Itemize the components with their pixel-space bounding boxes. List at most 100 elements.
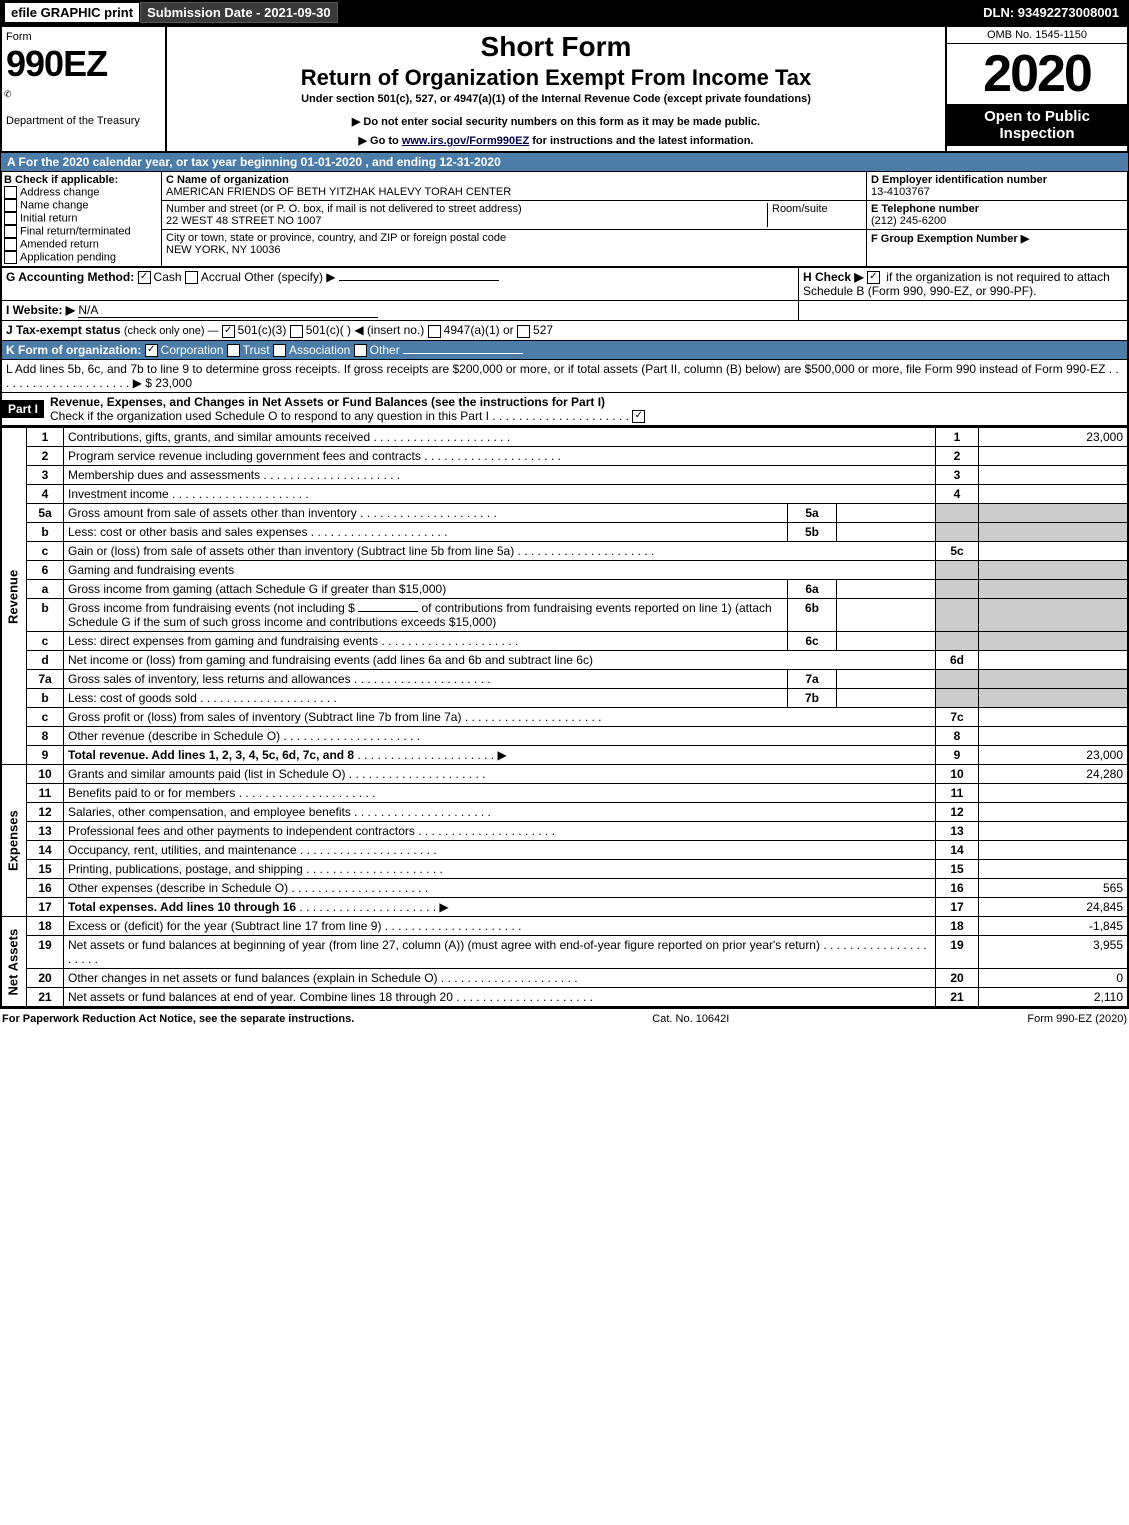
- opt-amended: Amended return: [20, 238, 99, 250]
- phone-value: (212) 245-6200: [871, 215, 1123, 227]
- opt-527: 527: [533, 323, 553, 337]
- line-6-desc: Gaming and fundraising events: [64, 561, 936, 580]
- chk-accrual[interactable]: [185, 271, 198, 284]
- title-short-form: Short Form: [171, 31, 941, 63]
- line-18-val: -1,845: [979, 917, 1129, 936]
- line-15-val: [979, 860, 1129, 879]
- line-9-desc: Total revenue. Add lines 1, 2, 3, 4, 5c,…: [68, 748, 354, 762]
- row-j: J Tax-exempt status (check only one) — ✓…: [0, 321, 1129, 340]
- opt-assoc: Association: [289, 343, 350, 357]
- dept-label: Department of the Treasury: [6, 115, 161, 127]
- part1-title: Revenue, Expenses, and Changes in Net As…: [50, 395, 1121, 409]
- opt-corp: Corporation: [161, 343, 224, 357]
- chk-assoc[interactable]: [273, 344, 286, 357]
- opt-other-org: Other: [370, 343, 400, 357]
- chk-name-change[interactable]: [4, 199, 17, 212]
- org-address: 22 WEST 48 STREET NO 1007: [166, 215, 767, 227]
- line-14-val: [979, 841, 1129, 860]
- chk-final-return[interactable]: [4, 225, 17, 238]
- line-8-desc: Other revenue (describe in Schedule O): [68, 729, 280, 743]
- line-1-desc: Contributions, gifts, grants, and simila…: [68, 430, 370, 444]
- goto-line: ▶ Go to www.irs.gov/Form990EZ for instru…: [171, 134, 941, 147]
- line-11-desc: Benefits paid to or for members: [68, 786, 235, 800]
- ssn-warning: ▶ Do not enter social security numbers o…: [171, 115, 941, 128]
- opt-4947: 4947(a)(1) or: [444, 323, 514, 337]
- opt-501c3: 501(c)(3): [238, 323, 287, 337]
- line-a: A For the 2020 calendar year, or tax yea…: [0, 153, 1129, 172]
- irs-link[interactable]: www.irs.gov/Form990EZ: [402, 135, 529, 147]
- efile-print-button[interactable]: efile GRAPHIC print: [4, 2, 140, 23]
- line-16-val: 565: [979, 879, 1129, 898]
- row-i: I Website: ▶ N/A: [0, 301, 1129, 321]
- line-3-desc: Membership dues and assessments: [68, 468, 260, 482]
- opt-address-change: Address change: [20, 186, 100, 198]
- line-20-val: 0: [979, 969, 1129, 988]
- chk-initial-return[interactable]: [4, 212, 17, 225]
- j-text: (check only one) —: [124, 325, 222, 337]
- chk-4947[interactable]: [428, 325, 441, 338]
- chk-527[interactable]: [517, 325, 530, 338]
- chk-trust[interactable]: [227, 344, 240, 357]
- section-def: D Employer identification number 13-4103…: [866, 172, 1127, 266]
- d-label: D Employer identification number: [871, 174, 1123, 186]
- line-21-val: 2,110: [979, 988, 1129, 1008]
- form-header: Form 990EZ ✆ Department of the Treasury …: [0, 25, 1129, 153]
- line-7c-num: 7c: [936, 708, 979, 727]
- part1-check-text: Check if the organization used Schedule …: [50, 409, 489, 423]
- line-2-val: [979, 447, 1129, 466]
- row-gh: G Accounting Method: ✓Cash Accrual Other…: [0, 268, 1129, 301]
- line-6b-sub: 6b: [788, 599, 837, 632]
- line-6d-val: [979, 651, 1129, 670]
- line-20-desc: Other changes in net assets or fund bala…: [68, 971, 438, 985]
- line-9-val: 23,000: [979, 746, 1129, 765]
- tax-year: 2020: [947, 44, 1127, 104]
- opt-other-method: Other (specify) ▶: [244, 270, 335, 284]
- line-7b-desc: Less: cost of goods sold: [68, 691, 197, 705]
- i-label: I Website: ▶: [6, 303, 75, 317]
- part1-header: Part I Revenue, Expenses, and Changes in…: [0, 393, 1129, 427]
- chk-amended[interactable]: [4, 238, 17, 251]
- line-10-desc: Grants and similar amounts paid (list in…: [68, 767, 345, 781]
- opt-name-change: Name change: [20, 199, 89, 211]
- line-7b-sub: 7b: [788, 689, 837, 708]
- ein-value: 13-4103767: [871, 186, 1123, 198]
- line-13-val: [979, 822, 1129, 841]
- line-13-desc: Professional fees and other payments to …: [68, 824, 415, 838]
- footer-left: For Paperwork Reduction Act Notice, see …: [2, 1013, 354, 1025]
- chk-pending[interactable]: [4, 251, 17, 264]
- omb-number: OMB No. 1545-1150: [947, 27, 1127, 44]
- chk-part1-o[interactable]: ✓: [632, 410, 645, 423]
- line-6d-desc: Net income or (loss) from gaming and fun…: [68, 653, 593, 667]
- e-label: E Telephone number: [871, 203, 1123, 215]
- chk-corp[interactable]: ✓: [145, 344, 158, 357]
- form-number: 990EZ: [6, 43, 161, 85]
- line-7a-sub: 7a: [788, 670, 837, 689]
- line-5a-sub: 5a: [788, 504, 837, 523]
- chk-h[interactable]: ✓: [867, 271, 880, 284]
- line-8-val: [979, 727, 1129, 746]
- section-c: C Name of organization AMERICAN FRIENDS …: [162, 172, 866, 266]
- org-name: AMERICAN FRIENDS OF BETH YITZHAK HALEVY …: [166, 186, 862, 198]
- line-5c-desc: Gain or (loss) from sale of assets other…: [68, 544, 514, 558]
- section-expenses: Expenses: [1, 765, 27, 917]
- chk-cash[interactable]: ✓: [138, 271, 151, 284]
- line-5c-val: [979, 542, 1129, 561]
- line-5c-num: 5c: [936, 542, 979, 561]
- opt-final-return: Final return/terminated: [20, 225, 131, 237]
- line-16-desc: Other expenses (describe in Schedule O): [68, 881, 288, 895]
- line-7c-desc: Gross profit or (loss) from sales of inv…: [68, 710, 461, 724]
- chk-address-change[interactable]: [4, 186, 17, 199]
- top-bar: efile GRAPHIC print Submission Date - 20…: [0, 0, 1129, 25]
- form-label: Form: [6, 31, 161, 43]
- g-label: G Accounting Method:: [6, 270, 134, 284]
- opt-cash: Cash: [154, 270, 182, 284]
- chk-other-org[interactable]: [354, 344, 367, 357]
- part1-tag: Part I: [2, 400, 44, 418]
- chk-501c3[interactable]: ✓: [222, 325, 235, 338]
- org-city: NEW YORK, NY 10036: [166, 244, 862, 256]
- line-6a-desc: Gross income from gaming (attach Schedul…: [68, 582, 446, 596]
- b-label: B Check if applicable:: [4, 174, 159, 186]
- chk-501c[interactable]: [290, 325, 303, 338]
- website-value: N/A: [78, 303, 98, 317]
- c-name-label: C Name of organization: [166, 174, 862, 186]
